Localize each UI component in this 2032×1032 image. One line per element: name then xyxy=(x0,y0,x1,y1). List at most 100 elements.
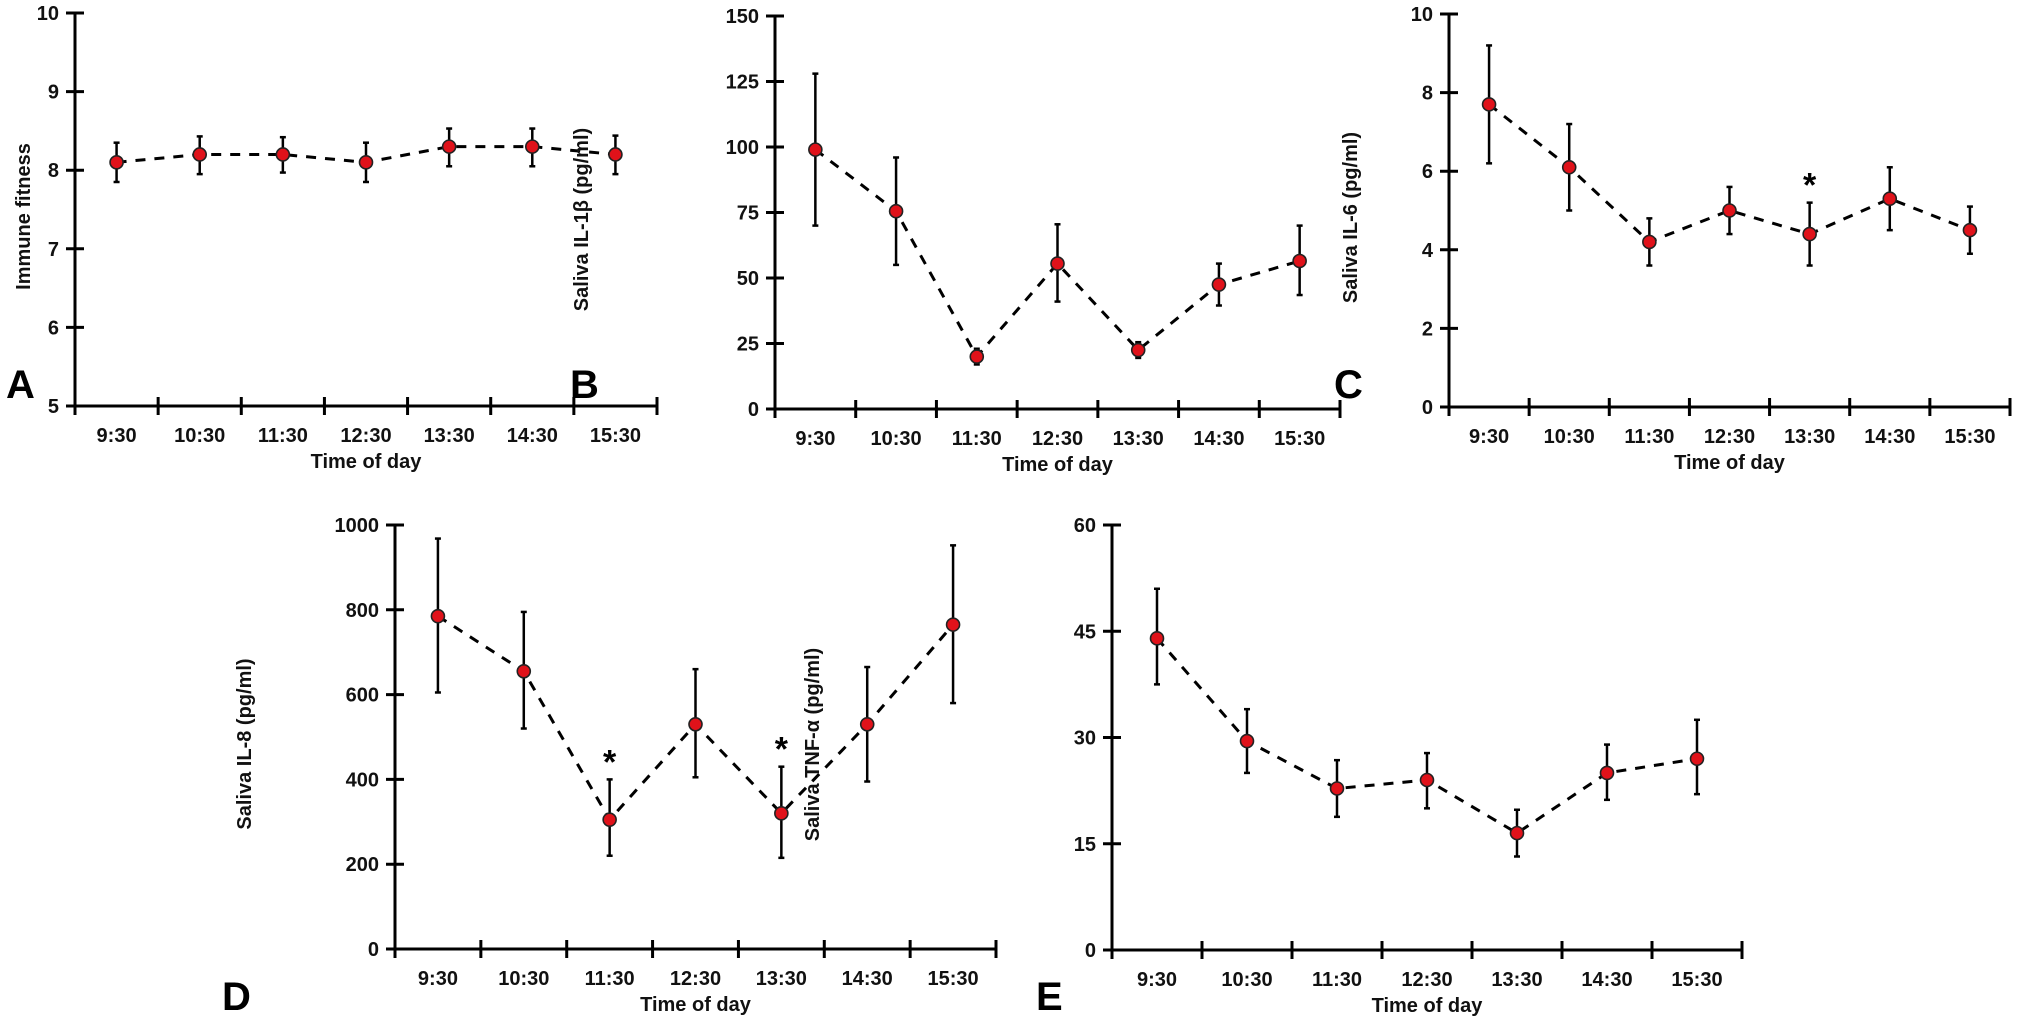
panel-e-y-tick-label: 15 xyxy=(1074,834,1096,856)
panel-c-x-tick-label: 10:30 xyxy=(1544,426,1595,448)
panel-b-data-point xyxy=(1211,277,1227,292)
panel-a-data-point xyxy=(608,147,623,162)
panel-d-data-point xyxy=(516,663,532,679)
panel-e-x-tick-label: 13:30 xyxy=(1491,969,1542,991)
panel-a-data-point xyxy=(441,139,457,154)
panel-e-data-point xyxy=(1149,631,1165,646)
panel-e-x-tick-label: 10:30 xyxy=(1221,969,1272,991)
panel-a-y-tick-label: 9 xyxy=(48,82,59,104)
panel-c-x-tick-label: 11:30 xyxy=(1624,426,1674,448)
panel-e-y-axis-title: Saliva TNF-α (pg/ml) xyxy=(802,648,824,841)
panel-b-x-tick-label: 15:30 xyxy=(1274,428,1325,450)
panel-e-letter: E xyxy=(1036,975,1063,1019)
panel-b-y-tick-label: 125 xyxy=(726,72,759,94)
panel-c-x-tick-label: 12:30 xyxy=(1704,426,1755,448)
panel-d-data-point xyxy=(602,812,617,827)
panel-d-significance-marker: * xyxy=(775,731,789,769)
panel-d-letter: D xyxy=(222,975,251,1019)
panel-d-data-point xyxy=(774,806,789,821)
panel-d-data-point xyxy=(945,617,961,632)
panel-d-x-tick-label: 13:30 xyxy=(756,968,807,990)
panel-b-y-tick-label: 25 xyxy=(737,334,759,356)
panel-e-x-axis-title: Time of day xyxy=(1372,995,1484,1017)
panel-e-data-point xyxy=(1599,765,1615,781)
panel-a-x-tick-label: 9:30 xyxy=(97,425,137,447)
panel-e-data-point xyxy=(1419,772,1435,788)
panel-c-x-tick-label: 14:30 xyxy=(1864,426,1915,448)
panel-e-y-tick-label: 0 xyxy=(1085,940,1096,962)
panel-a-data-point xyxy=(275,147,291,162)
panel-b-y-tick-label: 75 xyxy=(737,203,759,225)
panel-d-y-tick-label: 800 xyxy=(346,600,379,622)
panel-a-x-tick-label: 13:30 xyxy=(424,425,475,447)
panel-b-x-tick-label: 12:30 xyxy=(1032,428,1083,450)
panel-a-y-tick-label: 6 xyxy=(48,317,59,339)
panel-e-x-tick-label: 14:30 xyxy=(1581,969,1632,991)
panel-b-x-tick-label: 11:30 xyxy=(952,428,1002,450)
panel-d-y-tick-label: 600 xyxy=(346,685,379,707)
panel-d-x-tick-label: 15:30 xyxy=(927,968,978,990)
panel-b-y-tick-label: 150 xyxy=(726,6,759,28)
panel-d-x-tick-label: 14:30 xyxy=(842,968,893,990)
panel-b-x-tick-label: 10:30 xyxy=(870,428,921,450)
panel-d-data-point xyxy=(688,716,703,732)
panel-b-data-point xyxy=(1130,342,1146,358)
panel-a-data-point xyxy=(192,147,208,162)
panel-b-y-tick-label: 50 xyxy=(737,268,759,290)
panel-e-x-tick-label: 9:30 xyxy=(1137,969,1177,991)
panel-d-x-tick-label: 12:30 xyxy=(670,968,721,990)
panel-b-data-point xyxy=(808,142,823,157)
panel-a-y-tick-label: 7 xyxy=(48,239,59,261)
panel-a-data-point xyxy=(524,139,540,154)
panel-a-data-point xyxy=(358,155,374,170)
panel-e-y-tick-label: 30 xyxy=(1074,728,1096,750)
panel-c-data-point xyxy=(1642,234,1657,250)
panel-c-x-tick-label: 9:30 xyxy=(1469,426,1509,448)
panel-d-data-point xyxy=(430,608,446,624)
panel-b-data-point xyxy=(969,349,985,364)
panel-c-y-tick-label: 4 xyxy=(1422,240,1434,262)
panel-d-y-tick-label: 200 xyxy=(346,854,379,876)
panel-a-x-tick-label: 11:30 xyxy=(258,425,308,447)
panel-c-x-axis-title: Time of day xyxy=(1674,452,1786,474)
panel-a-x-tick-label: 15:30 xyxy=(590,425,641,447)
panel-c-data-point xyxy=(1802,226,1817,242)
panel-e-data-point xyxy=(1689,751,1705,767)
panel-e-x-tick-label: 11:30 xyxy=(1312,969,1362,991)
panel-e-y-tick-label: 45 xyxy=(1074,621,1096,643)
panel-a-y-tick-label: 5 xyxy=(48,396,59,418)
panel-a-x-tick-label: 10:30 xyxy=(174,425,225,447)
panel-a-y-tick-label: 8 xyxy=(48,160,59,182)
panel-b-data-point xyxy=(1050,256,1065,271)
panel-b-y-axis-title: Saliva IL-1β (pg/ml) xyxy=(571,128,593,311)
panel-d-significance-marker: * xyxy=(603,743,617,781)
panel-b-data-point xyxy=(1292,253,1307,269)
panel-c-y-axis-title: Saliva IL-6 (pg/ml) xyxy=(1340,132,1362,303)
panel-d-x-tick-label: 9:30 xyxy=(418,968,458,990)
panel-b-x-tick-label: 9:30 xyxy=(795,428,835,450)
panel-d-x-tick-label: 11:30 xyxy=(585,968,635,990)
panel-c-data-point xyxy=(1962,222,1978,238)
panel-c-data-point xyxy=(1561,159,1577,175)
panel-a-y-tick-label: 10 xyxy=(37,3,59,25)
panel-e-y-tick-label: 60 xyxy=(1074,515,1096,537)
panel-e-data-point xyxy=(1509,825,1525,841)
panel-d-y-tick-label: 0 xyxy=(368,939,379,961)
panel-c-data-point xyxy=(1722,203,1737,218)
panel-c-y-tick-label: 6 xyxy=(1422,161,1433,183)
panel-b-x-axis-title: Time of day xyxy=(1002,454,1114,476)
panel-c-y-tick-label: 10 xyxy=(1411,4,1433,26)
panel-b-x-tick-label: 13:30 xyxy=(1113,428,1164,450)
panel-b-x-tick-label: 14:30 xyxy=(1193,428,1244,450)
panel-e-x-tick-label: 12:30 xyxy=(1401,969,1452,991)
panel-c-data-point xyxy=(1481,97,1497,112)
panel-d-data-point xyxy=(859,716,875,732)
panel-c-y-tick-label: 2 xyxy=(1422,318,1433,340)
panel-a-x-axis-title: Time of day xyxy=(311,451,423,473)
panel-c-y-tick-label: 0 xyxy=(1422,397,1433,419)
panel-d-y-tick-label: 400 xyxy=(346,769,379,791)
panel-c-significance-marker: * xyxy=(1803,167,1817,205)
panel-c-y-tick-label: 8 xyxy=(1422,83,1433,105)
panel-b-y-tick-label: 0 xyxy=(748,399,759,421)
